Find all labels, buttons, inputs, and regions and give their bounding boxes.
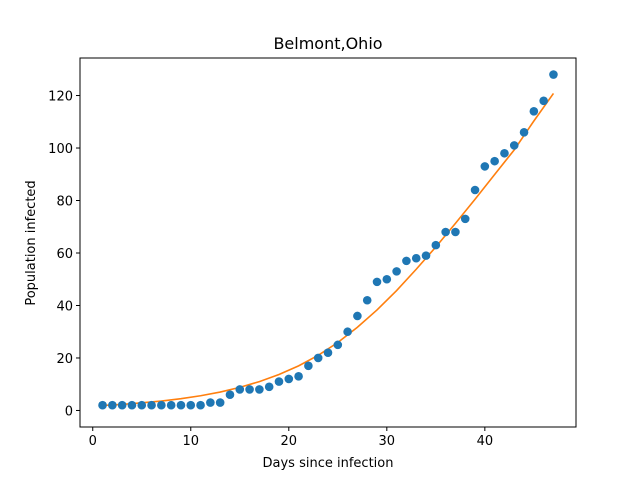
data-point [98, 400, 107, 410]
axis-ticks: 0 10 20 30 40 0 20 40 60 80 100 120 [48, 90, 493, 449]
data-point [235, 385, 245, 394]
data-point [304, 361, 313, 371]
data-point [460, 214, 470, 224]
data-point [441, 227, 450, 237]
chart-title: Belmont,Ohio [273, 34, 382, 53]
data-point [529, 106, 539, 116]
data-point [323, 348, 333, 358]
data-point [480, 162, 490, 171]
data-point [421, 251, 431, 260]
data-point [215, 398, 225, 407]
data-point [539, 96, 548, 106]
data-point [157, 400, 166, 410]
data-point [108, 400, 117, 410]
data-point [392, 267, 401, 276]
data-point [264, 382, 274, 392]
y-tick-label: 0 [65, 404, 73, 419]
x-axis-label: Days since infection [263, 456, 394, 471]
data-point [284, 374, 294, 384]
data-point [117, 400, 127, 410]
data-point [313, 353, 323, 363]
data-point [333, 340, 343, 350]
data-point [245, 385, 254, 394]
data-point [225, 390, 235, 400]
x-tick-label: 30 [379, 434, 396, 449]
data-point [255, 385, 264, 394]
y-tick-label: 60 [56, 247, 73, 262]
data-point [343, 327, 352, 337]
x-tick-label: 40 [477, 434, 494, 449]
y-axis-label: Population infected [24, 180, 39, 305]
data-point [196, 400, 205, 410]
y-tick-label: 120 [48, 90, 73, 105]
data-point [470, 185, 480, 195]
data-point [509, 141, 519, 150]
data-point [500, 148, 509, 158]
data-point [382, 274, 392, 284]
data-point [127, 400, 137, 410]
x-tick-label: 20 [281, 434, 298, 449]
x-tick-label: 10 [182, 434, 199, 449]
data-point [431, 240, 441, 250]
y-tick-label: 80 [56, 195, 73, 210]
data-point [411, 253, 421, 263]
y-tick-label: 40 [56, 299, 73, 314]
data-point [294, 372, 303, 381]
data-point [166, 400, 176, 410]
data-point [186, 400, 196, 410]
data-point [519, 127, 529, 137]
data-point [362, 295, 372, 305]
data-point [490, 156, 499, 166]
data-point [147, 400, 156, 410]
data-point [372, 277, 382, 287]
data-point [176, 400, 186, 410]
y-tick-label: 100 [48, 142, 73, 157]
data-point [451, 227, 460, 237]
data-point [274, 377, 284, 386]
y-tick-label: 20 [56, 352, 73, 367]
plot-frame [79, 57, 577, 428]
data-point [402, 256, 411, 266]
data-marks [98, 70, 558, 410]
data-point [206, 398, 215, 407]
data-point [137, 400, 147, 410]
data-point [353, 311, 362, 321]
x-tick-label: 0 [89, 434, 97, 449]
data-point [549, 70, 558, 79]
